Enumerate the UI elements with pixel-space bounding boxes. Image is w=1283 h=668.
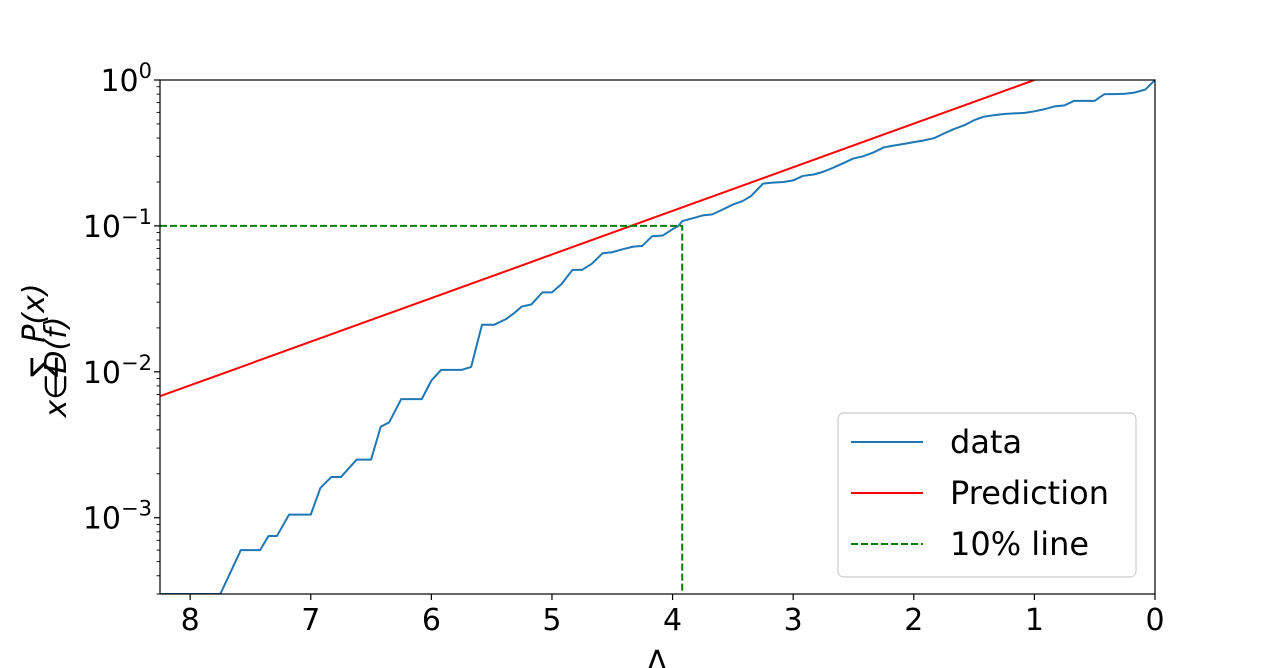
series-line-0 bbox=[160, 80, 1155, 594]
x-tick-label: 7 bbox=[301, 603, 320, 638]
x-tick-label: 4 bbox=[663, 603, 682, 638]
y-axis-label-subscript: x∈D(f) bbox=[39, 317, 74, 419]
legend-label-2: 10% line bbox=[950, 525, 1089, 563]
y-tick-label: 100 bbox=[100, 59, 152, 99]
x-axis-label: Δ bbox=[647, 645, 668, 668]
x-tick-label: 2 bbox=[904, 603, 923, 638]
y-axis-label-main: P(x) bbox=[17, 283, 52, 342]
legend: data Prediction 10% line bbox=[837, 412, 1137, 578]
series-line-1 bbox=[160, 80, 1035, 398]
y-axis-label: ∑ x∈D(f) P(x) bbox=[17, 283, 74, 418]
y-axis-ticks: 100 10−1 10−2 10−3 bbox=[83, 59, 160, 595]
y-tick-label: 10−1 bbox=[83, 205, 152, 245]
x-axis-ticks: 8 7 6 5 4 3 2 1 0 bbox=[181, 594, 1165, 638]
legend-label-0: data bbox=[950, 423, 1022, 461]
legend-label-1: Prediction bbox=[950, 474, 1109, 512]
x-tick-label: 6 bbox=[422, 603, 441, 638]
plot-frame bbox=[159, 79, 1156, 595]
x-tick-label: 3 bbox=[784, 603, 803, 638]
y-tick-label: 10−3 bbox=[83, 497, 152, 537]
x-tick-label: 0 bbox=[1145, 603, 1164, 638]
series-layer bbox=[160, 80, 1155, 594]
legend-box bbox=[837, 412, 1137, 578]
x-tick-label: 5 bbox=[542, 603, 561, 638]
x-tick-label: 1 bbox=[1025, 603, 1044, 638]
series-line-2 bbox=[160, 224, 684, 594]
y-axis-label-sum: ∑ bbox=[25, 357, 60, 377]
y-tick-label: 10−2 bbox=[83, 351, 152, 391]
x-tick-label: 8 bbox=[181, 603, 200, 638]
